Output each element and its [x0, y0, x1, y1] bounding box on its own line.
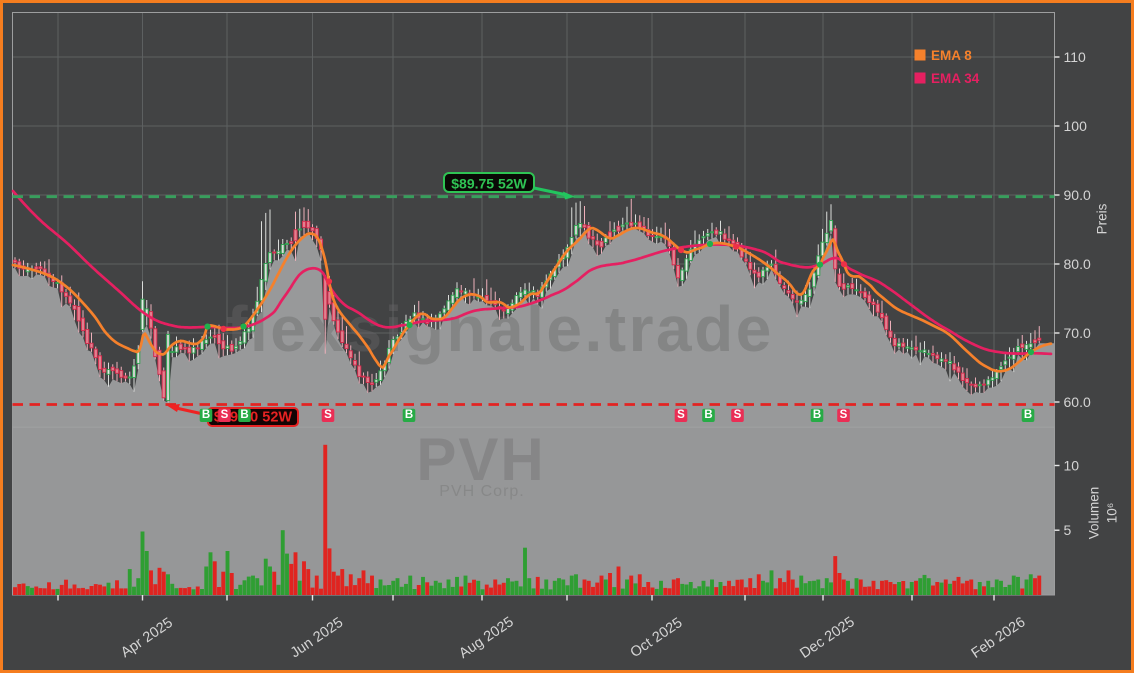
svg-text:S: S	[324, 409, 332, 421]
svg-text:B: B	[813, 409, 821, 421]
svg-text:90.0: 90.0	[1064, 187, 1091, 203]
svg-text:EMA 8: EMA 8	[931, 48, 972, 63]
svg-text:10⁶: 10⁶	[1105, 503, 1120, 524]
svg-text:S: S	[677, 409, 685, 421]
svg-text:$89.75 52W: $89.75 52W	[451, 176, 527, 192]
svg-text:S: S	[840, 409, 848, 421]
svg-text:100: 100	[1064, 118, 1088, 134]
svg-text:80.0: 80.0	[1064, 256, 1091, 272]
svg-text:B: B	[704, 409, 712, 421]
svg-text:B: B	[240, 409, 248, 421]
svg-text:10: 10	[1064, 458, 1080, 474]
svg-text:flexsignale.trade: flexsignale.trade	[226, 293, 774, 365]
svg-text:B: B	[1024, 409, 1032, 421]
svg-text:PVH Corp.: PVH Corp.	[439, 483, 524, 500]
svg-text:B: B	[202, 409, 210, 421]
svg-text:PVH: PVH	[416, 426, 545, 493]
svg-text:B: B	[405, 409, 413, 421]
svg-text:110: 110	[1064, 49, 1087, 65]
svg-text:5: 5	[1064, 522, 1072, 538]
svg-text:60.0: 60.0	[1064, 394, 1091, 410]
svg-text:S: S	[734, 409, 742, 421]
svg-text:S: S	[221, 409, 229, 421]
svg-text:EMA 34: EMA 34	[931, 71, 980, 86]
svg-text:$59.80 52W: $59.80 52W	[214, 410, 293, 426]
svg-text:Volumen: Volumen	[1087, 487, 1102, 540]
svg-text:70.0: 70.0	[1064, 325, 1091, 341]
svg-text:Preis: Preis	[1095, 203, 1110, 234]
